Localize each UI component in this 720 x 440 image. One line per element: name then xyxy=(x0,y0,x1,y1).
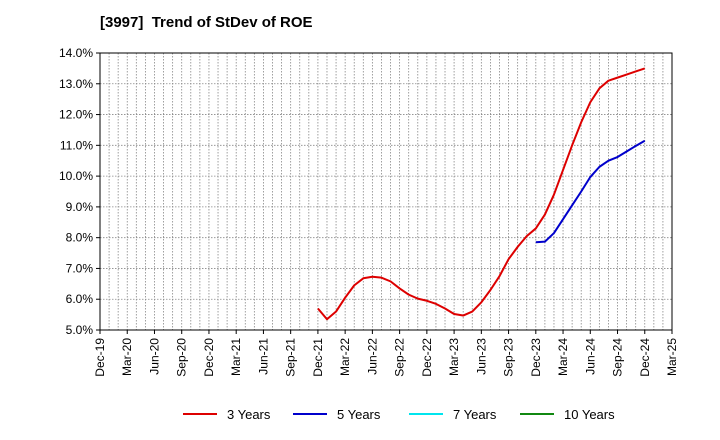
y-tick-label: 10.0% xyxy=(59,169,93,183)
x-tick-label: Sep-23 xyxy=(502,338,516,377)
x-tick-label: Dec-23 xyxy=(529,338,543,377)
x-tick-label: Jun-22 xyxy=(365,338,379,375)
x-tick-label: Jun-20 xyxy=(147,338,161,375)
x-tick-label: Jun-21 xyxy=(256,338,270,375)
legend-item-7-years: 7 Years xyxy=(409,403,496,425)
legend-label-5-years: 5 Years xyxy=(337,406,381,422)
x-tick-label: Sep-20 xyxy=(175,338,189,377)
grid xyxy=(100,52,672,331)
y-axis: 5.0% 6.0% 7.0% 8.0% 9.0% 10.0% 11.0% 12.0% 13.0%… xyxy=(59,46,100,337)
y-tick-label: 5.0% xyxy=(66,323,94,337)
legend-item-10-years: 10 Years xyxy=(520,403,615,425)
legend-swatch-10-years xyxy=(520,413,554,415)
legend-label-10-years: 10 Years xyxy=(564,406,615,422)
y-tick-label: 8.0% xyxy=(66,231,94,245)
series-line-3-years xyxy=(317,67,646,321)
y-tick-label: 11.0% xyxy=(60,138,93,152)
y-tick-label: 7.0% xyxy=(66,261,94,275)
plot-area-frame xyxy=(99,52,673,331)
y-tick-label: 6.0% xyxy=(66,292,94,306)
legend-item-5-years: 5 Years xyxy=(293,403,380,425)
series-layer xyxy=(317,67,646,321)
x-tick-label: Mar-25 xyxy=(665,338,679,376)
x-tick-label: Mar-20 xyxy=(120,338,134,376)
legend: 3 Years 5 Years 7 Years 10 Years xyxy=(0,403,720,425)
legend-item-3-years: 3 Years xyxy=(183,403,270,425)
x-tick-label: Sep-21 xyxy=(284,338,298,377)
y-tick-label: 14.0% xyxy=(59,46,93,60)
series-line-5-years xyxy=(535,139,646,244)
x-tick-label: Sep-24 xyxy=(611,338,625,377)
legend-swatch-7-years xyxy=(409,413,443,415)
legend-swatch-5-years xyxy=(293,413,327,415)
x-tick-label: Jun-24 xyxy=(583,338,597,375)
x-tick-label: Dec-19 xyxy=(93,338,107,377)
x-tick-label: Mar-23 xyxy=(447,338,461,376)
x-tick-label: Dec-22 xyxy=(420,338,434,377)
x-tick-label: Mar-22 xyxy=(338,338,352,376)
x-tick-label: Mar-24 xyxy=(556,338,570,376)
x-tick-label: Mar-21 xyxy=(229,338,243,376)
x-tick-label: Dec-24 xyxy=(638,338,652,377)
legend-swatch-3-years xyxy=(183,413,217,415)
x-tick-label: Dec-20 xyxy=(202,338,216,377)
y-tick-label: 13.0% xyxy=(59,77,93,91)
chart-title: [3997] Trend of StDev of ROE xyxy=(100,14,313,31)
y-tick-label: 12.0% xyxy=(59,108,93,122)
x-tick-label: Sep-22 xyxy=(393,338,407,377)
x-tick-label: Jun-23 xyxy=(474,338,488,375)
legend-label-3-years: 3 Years xyxy=(227,406,271,422)
x-tick-label: Dec-21 xyxy=(311,338,325,377)
y-tick-label: 9.0% xyxy=(66,200,94,214)
legend-label-7-years: 7 Years xyxy=(453,406,497,422)
x-axis: Dec-19 Mar-20 Jun-20 Sep-20 Dec-20 Mar-21 Jun-… xyxy=(93,330,679,377)
